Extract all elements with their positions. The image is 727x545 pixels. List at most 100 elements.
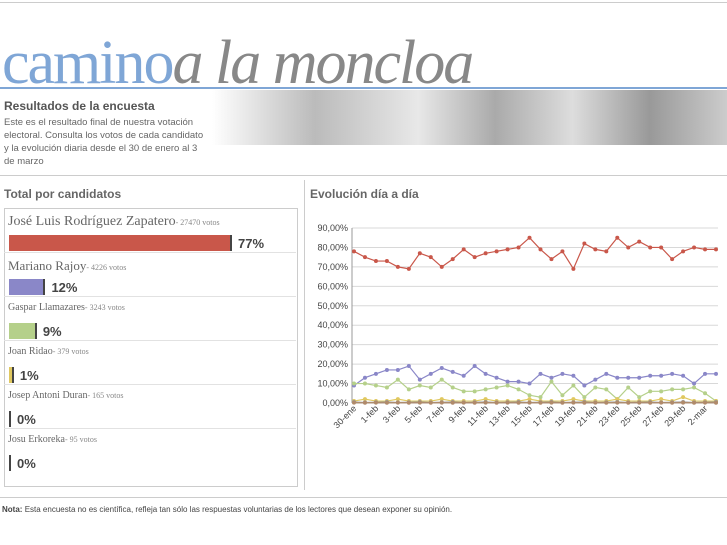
- point: [637, 239, 642, 244]
- point: [714, 247, 718, 252]
- candidate-bar: [9, 279, 44, 295]
- note: Nota: Esta encuesta no es científica, re…: [2, 505, 452, 514]
- point: [516, 245, 521, 250]
- x-tick-label: 25-feb: [619, 403, 644, 428]
- percent-label: 1%: [19, 368, 39, 383]
- point: [395, 400, 400, 405]
- logo-part: a la moncloa: [172, 29, 475, 97]
- row-rule: [4, 296, 296, 297]
- point: [384, 367, 389, 372]
- point: [494, 249, 499, 254]
- point: [527, 400, 532, 405]
- y-tick-label: 90,00%: [317, 223, 348, 233]
- point: [352, 400, 356, 405]
- point: [417, 377, 422, 382]
- point: [670, 387, 675, 392]
- x-tick-label: 11-feb: [465, 403, 490, 428]
- point: [527, 393, 532, 398]
- point: [483, 400, 488, 405]
- point: [461, 400, 466, 405]
- divider: [0, 497, 727, 498]
- point: [659, 389, 664, 394]
- point: [395, 397, 400, 402]
- point: [516, 387, 521, 392]
- point: [450, 400, 455, 405]
- point: [637, 375, 642, 380]
- point: [714, 400, 718, 405]
- point: [505, 247, 510, 252]
- point: [406, 387, 411, 392]
- point: [538, 400, 543, 405]
- votes: - 27470 votos: [175, 218, 220, 227]
- point: [681, 400, 686, 405]
- point: [659, 245, 664, 250]
- point: [637, 395, 642, 400]
- candidate-bar: [9, 235, 230, 251]
- row-rule: [4, 428, 296, 429]
- y-tick-label: 0,00%: [322, 398, 348, 408]
- point: [670, 400, 675, 405]
- point: [505, 400, 510, 405]
- percent-label: 0%: [17, 412, 36, 427]
- divider: [0, 175, 727, 176]
- point: [648, 245, 653, 250]
- point: [516, 400, 521, 405]
- point: [417, 251, 422, 256]
- point: [483, 251, 488, 256]
- point: [604, 387, 609, 392]
- y-tick-label: 40,00%: [317, 320, 348, 330]
- point: [472, 255, 477, 260]
- point: [604, 400, 609, 405]
- point: [406, 400, 411, 405]
- y-tick-label: 30,00%: [317, 340, 348, 350]
- point: [560, 393, 565, 398]
- point: [615, 375, 620, 380]
- point: [560, 371, 565, 376]
- point: [582, 383, 587, 388]
- point: [692, 381, 697, 386]
- point: [439, 366, 444, 370]
- top-rule: [0, 2, 727, 3]
- point: [406, 364, 411, 369]
- point: [395, 377, 400, 382]
- point: [538, 247, 543, 252]
- bar-end: [11, 367, 14, 383]
- point: [582, 395, 587, 400]
- point: [681, 373, 686, 378]
- point: [681, 387, 686, 392]
- point: [692, 400, 697, 405]
- point: [439, 377, 444, 382]
- point: [472, 389, 477, 394]
- bar-end: [9, 411, 11, 427]
- point: [571, 397, 576, 402]
- point: [384, 259, 389, 264]
- point: [439, 397, 444, 402]
- divider: [304, 180, 305, 490]
- votes: - 4226 votos: [86, 263, 127, 272]
- point: [648, 389, 653, 394]
- y-tick-label: 80,00%: [317, 242, 348, 252]
- point: [494, 400, 499, 405]
- candidate-bar: [9, 323, 35, 339]
- point: [593, 377, 598, 382]
- point: [384, 385, 389, 390]
- bar-end: [9, 455, 11, 471]
- point: [615, 400, 620, 405]
- point: [549, 257, 554, 262]
- section-title: Total por candidatos: [4, 187, 122, 201]
- point: [450, 257, 455, 262]
- point: [483, 387, 488, 392]
- x-tick-label: 13-feb: [487, 403, 512, 428]
- note-label: Nota:: [2, 505, 23, 514]
- votes: - 379 votos: [52, 347, 89, 356]
- point: [549, 375, 554, 380]
- percent-label: 77%: [237, 236, 265, 251]
- votes: - 165 votos: [87, 391, 124, 400]
- x-tick-label: 17-feb: [531, 403, 556, 428]
- point: [406, 266, 411, 271]
- page-title: Resultados de la encuesta: [4, 99, 155, 113]
- point: [417, 383, 422, 388]
- logo-rule: [0, 87, 727, 89]
- point: [373, 371, 378, 376]
- x-tick-label: 5-feb: [403, 403, 425, 425]
